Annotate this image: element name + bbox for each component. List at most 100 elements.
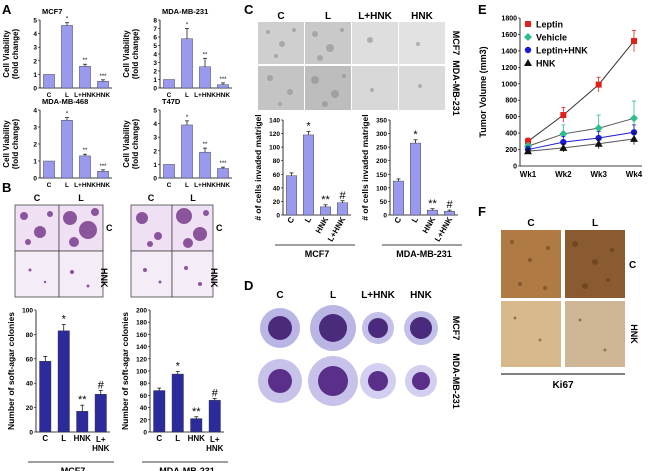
y-tick-label: 7	[153, 26, 157, 33]
x-tick-label: L	[410, 215, 420, 224]
chart-b1: 0 20 40 60 80 100 Number of soft-agar colonies…	[6, 308, 114, 471]
colony-col-label-mcf7-c: C	[34, 193, 41, 203]
y-tick-label: 6	[153, 35, 157, 42]
colony-row-label-mcf7-hnk: HNK	[99, 268, 109, 288]
significance-mark: **	[83, 148, 88, 154]
x-tick-label: C	[156, 434, 162, 443]
panel-letter-a: A	[2, 2, 12, 17]
spheroid-row-label-mcf7: MCF7	[451, 316, 461, 341]
panel-letter-d: D	[244, 278, 253, 293]
data-point	[559, 143, 568, 151]
data-point	[595, 81, 602, 88]
y-tick-label: 2	[153, 69, 157, 76]
y-tick-label: 1800	[501, 16, 517, 23]
legend-label: Leptin+HNK	[536, 46, 588, 56]
data-point	[630, 114, 638, 123]
legend-marker	[524, 46, 532, 54]
bar	[208, 400, 221, 433]
spheroid-col-label-l: L	[330, 290, 336, 301]
x-tick-label: L	[65, 92, 69, 99]
significance-mark: *	[66, 112, 69, 118]
y-tick-label: 60	[26, 356, 34, 363]
colony-col-label-mcf7-l: L	[78, 193, 84, 203]
y-tick-label: 140	[269, 118, 280, 125]
bar	[286, 175, 297, 216]
significance-mark: **	[83, 58, 88, 64]
invasion-row-label-231: MDA-MB-231	[451, 60, 461, 116]
y-tick-label: 4	[153, 121, 157, 128]
bar	[393, 180, 404, 216]
y-tick-label: 0	[383, 213, 387, 220]
y-axis-label: Number of soft-agar colonies	[120, 312, 130, 430]
ihc-image-l-hnk	[565, 301, 625, 367]
x-tick-label: C	[393, 215, 404, 225]
y-tick-label: 120	[136, 356, 147, 363]
invasion-image-mcf7-lhnk	[352, 22, 398, 64]
chart-title: MDA-MB-468	[42, 97, 88, 106]
y-tick-label: 200	[136, 308, 147, 315]
series-1: Vehicle	[524, 33, 638, 151]
y-tick-label: 200	[376, 158, 387, 165]
x-tick-label: C	[47, 92, 52, 99]
colony-row-label-231-hnk: HNK	[209, 268, 219, 288]
x-tick-label: Wk1	[520, 170, 537, 179]
x-tick-label: HNK	[216, 182, 230, 189]
panel-letter-f: F	[478, 204, 486, 219]
x-tick-label: HNK	[188, 434, 206, 443]
bar	[94, 393, 107, 433]
y-tick-label: 0	[143, 430, 147, 437]
bar	[410, 142, 421, 216]
x-tick-label: L+HNK	[206, 435, 224, 453]
bar	[190, 418, 203, 433]
invasion-image-mcf7-l	[305, 22, 351, 64]
bar	[163, 79, 175, 89]
invasion-image-231-hnk	[399, 66, 445, 110]
y-tick-label: 80	[273, 158, 281, 165]
panel-c-micrographs: C L L+HNK HNK MCF7 MDA-MB-231	[258, 11, 461, 116]
significance-mark: *	[66, 17, 69, 23]
y-tick-label: 0	[33, 176, 37, 183]
invasion-col-label-c: C	[277, 11, 284, 22]
invasion-col-label-hnk: HNK	[411, 11, 433, 22]
y-tick-label: 250	[376, 145, 387, 152]
data-point	[559, 129, 568, 138]
y-tick-label: 300	[376, 131, 387, 138]
bar	[97, 170, 109, 179]
y-tick-label: 100	[136, 369, 147, 376]
x-tick-label: HNK	[96, 92, 110, 99]
bar	[181, 38, 193, 89]
y-tick-label: 60	[273, 172, 281, 179]
y-tick-label: 200	[505, 147, 517, 154]
colony-image-231-c-c	[130, 204, 173, 252]
bar	[163, 164, 175, 179]
panel-letter-b: B	[2, 180, 11, 195]
y-tick-label: 40	[140, 405, 148, 412]
y-tick-label: 1400	[501, 48, 517, 55]
x-tick-label: L	[303, 215, 313, 224]
panel-letter-e: E	[478, 2, 487, 17]
data-point	[560, 112, 567, 119]
y-tick-label: 0	[513, 164, 517, 171]
y-tick-label: 2	[33, 142, 37, 149]
y-tick-label: 3	[153, 135, 157, 142]
significance-mark: ***	[99, 164, 107, 170]
y-tick-label: 3	[33, 125, 37, 132]
bar	[39, 361, 52, 433]
y-tick-label: 800	[505, 98, 517, 105]
spheroid-row-label-231: MDA-MB-231	[451, 353, 461, 409]
spheroid-col-label-lhnk: L+HNK	[361, 290, 395, 301]
bar	[303, 134, 314, 216]
x-tick-label: HNK	[74, 434, 92, 443]
y-tick-label: 80	[140, 381, 148, 388]
x-tick-label: C	[286, 215, 297, 225]
series-line	[527, 40, 635, 142]
colony-image-231-l-hnk	[171, 250, 214, 298]
x-tick-label: L+HNK	[194, 182, 216, 189]
y-tick-label: 60	[140, 393, 148, 400]
series-0: Leptin	[525, 20, 637, 145]
spheroid-col-label-c: C	[276, 290, 283, 301]
colony-col-label-231-l: L	[190, 193, 196, 203]
ihc-image-c-c	[501, 230, 561, 298]
significance-mark: *	[176, 361, 181, 373]
